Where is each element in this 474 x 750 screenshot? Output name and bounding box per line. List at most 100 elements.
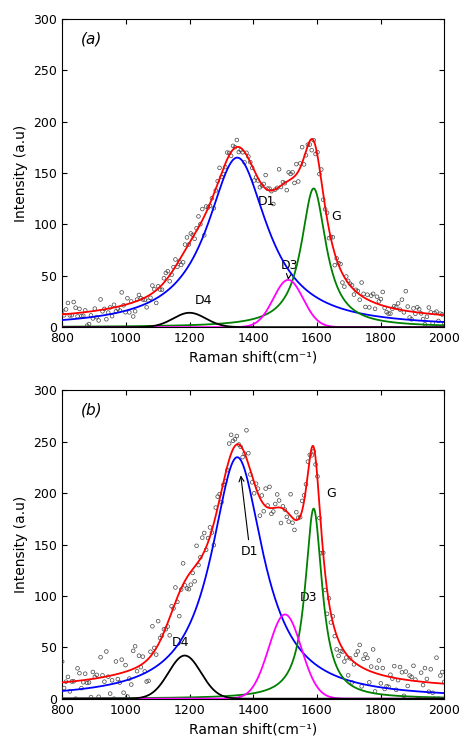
Point bbox=[114, 673, 122, 685]
Point bbox=[331, 630, 338, 642]
Point bbox=[410, 302, 417, 314]
Point bbox=[214, 490, 221, 502]
Point bbox=[312, 148, 319, 160]
Text: D1: D1 bbox=[258, 195, 275, 208]
Point bbox=[155, 615, 162, 627]
Point bbox=[298, 141, 306, 153]
Point bbox=[364, 652, 371, 664]
Point bbox=[135, 289, 143, 301]
Point bbox=[237, 144, 245, 156]
Point bbox=[216, 488, 223, 500]
Point bbox=[427, 306, 435, 318]
Point bbox=[381, 683, 389, 695]
Point bbox=[172, 254, 179, 266]
Point bbox=[375, 296, 383, 307]
Point bbox=[87, 310, 95, 322]
Point bbox=[177, 584, 185, 596]
Point bbox=[66, 686, 73, 698]
Point bbox=[95, 314, 102, 326]
Point bbox=[270, 506, 277, 518]
Point bbox=[221, 476, 229, 488]
Point bbox=[137, 662, 145, 674]
Point bbox=[337, 645, 344, 657]
Point bbox=[80, 310, 87, 322]
Point bbox=[260, 506, 267, 518]
Point bbox=[340, 280, 348, 292]
Point bbox=[298, 495, 306, 507]
Point bbox=[72, 693, 80, 705]
Point bbox=[314, 470, 321, 482]
Point bbox=[239, 452, 246, 464]
Point bbox=[237, 441, 245, 453]
Point bbox=[319, 547, 327, 559]
Point bbox=[145, 295, 152, 307]
Point bbox=[279, 500, 287, 512]
Point bbox=[425, 302, 433, 313]
Point bbox=[162, 267, 170, 279]
Point bbox=[289, 517, 296, 529]
Point bbox=[60, 309, 68, 321]
Point bbox=[181, 238, 189, 250]
Point bbox=[369, 288, 377, 300]
Point bbox=[120, 687, 128, 699]
Text: D1: D1 bbox=[239, 476, 259, 558]
Point bbox=[367, 290, 375, 302]
Point bbox=[239, 146, 246, 158]
Point bbox=[175, 610, 183, 622]
Point bbox=[310, 446, 318, 458]
Point bbox=[87, 691, 95, 703]
Point bbox=[82, 304, 89, 316]
Point bbox=[314, 146, 321, 158]
Point bbox=[354, 285, 362, 297]
Point bbox=[58, 304, 66, 316]
Point bbox=[345, 669, 352, 681]
Point bbox=[345, 275, 352, 287]
Point bbox=[100, 303, 108, 315]
Point bbox=[411, 674, 419, 686]
Point bbox=[82, 668, 89, 680]
Point bbox=[133, 293, 141, 305]
Point bbox=[243, 424, 250, 436]
Point bbox=[356, 294, 364, 306]
Point bbox=[411, 308, 419, 320]
Point bbox=[333, 644, 340, 656]
Point bbox=[146, 646, 154, 658]
Point bbox=[377, 293, 384, 305]
Point bbox=[89, 666, 97, 678]
Point bbox=[139, 650, 146, 662]
Point bbox=[183, 583, 191, 595]
Point bbox=[85, 318, 93, 330]
Point bbox=[346, 278, 354, 290]
Point bbox=[158, 629, 166, 641]
Point bbox=[91, 302, 99, 314]
Point bbox=[133, 665, 141, 677]
Point bbox=[400, 306, 408, 318]
Point bbox=[429, 317, 437, 329]
Point bbox=[270, 198, 277, 210]
Point bbox=[419, 314, 427, 326]
Point bbox=[131, 305, 139, 317]
Point bbox=[151, 642, 158, 654]
Point bbox=[102, 314, 110, 326]
Point bbox=[76, 668, 83, 680]
Point bbox=[402, 285, 410, 297]
Point bbox=[199, 532, 206, 544]
Point bbox=[204, 532, 212, 544]
Point bbox=[229, 435, 237, 447]
Point bbox=[128, 679, 135, 691]
Point bbox=[437, 308, 444, 320]
Point bbox=[254, 175, 262, 187]
X-axis label: Raman shift(cm⁻¹): Raman shift(cm⁻¹) bbox=[189, 722, 317, 736]
Point bbox=[310, 134, 318, 146]
Point bbox=[62, 304, 70, 316]
Point bbox=[218, 171, 225, 183]
Point bbox=[212, 502, 219, 514]
Point bbox=[216, 162, 223, 174]
Point bbox=[417, 308, 425, 320]
Point bbox=[212, 184, 219, 196]
Point bbox=[335, 650, 342, 662]
Point bbox=[321, 203, 329, 215]
Point bbox=[343, 271, 350, 283]
Point bbox=[146, 292, 154, 304]
Point bbox=[97, 651, 104, 663]
